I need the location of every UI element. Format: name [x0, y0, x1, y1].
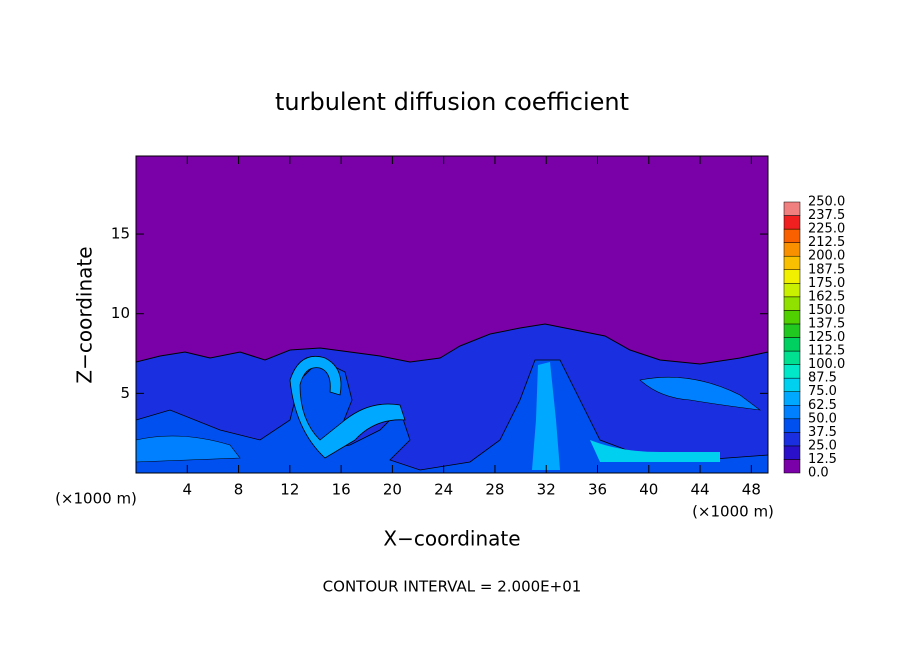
colorbar-swatch — [783, 432, 801, 447]
colorbar-label: 225.0 — [808, 222, 845, 237]
field-region — [135, 435, 241, 463]
field-region — [639, 376, 762, 411]
x-tick-label: 48 — [742, 481, 761, 499]
colorbar-label: 50.0 — [808, 411, 837, 426]
x-tick-label: 16 — [332, 481, 351, 499]
colorbar-swatch — [783, 215, 801, 230]
colorbar-swatch — [783, 350, 801, 365]
colorbar-swatch — [783, 377, 801, 392]
x-unit-label: (×1000 m) — [692, 503, 774, 521]
colorbar-label: 212.5 — [808, 235, 845, 250]
x-tick-label: 12 — [280, 481, 299, 499]
x-tick-label: 24 — [434, 481, 453, 499]
colorbar-label: 37.5 — [808, 425, 837, 440]
x-tick-label: 20 — [383, 481, 402, 499]
field-region — [590, 440, 720, 462]
y-tick-label: 10 — [111, 304, 130, 322]
colorbar-label: 12.5 — [808, 452, 837, 467]
colorbar-label: 237.5 — [808, 208, 845, 223]
x-tick-label: 32 — [537, 481, 556, 499]
colorbar-label: 137.5 — [808, 316, 845, 331]
colorbar-swatch — [783, 228, 801, 243]
colorbar-label: 112.5 — [808, 344, 845, 359]
x-tick-label: 4 — [183, 481, 193, 499]
y-axis-label: Z−coordinate — [73, 246, 97, 383]
footer-note: CONTOUR INTERVAL = 2.000E+01 — [323, 578, 582, 596]
colorbar-swatch — [783, 269, 801, 284]
colorbar-swatch — [783, 296, 801, 311]
colorbar-swatch — [783, 337, 801, 352]
contour-field — [135, 156, 769, 474]
colorbar-swatch — [783, 445, 801, 460]
colorbar-label: 162.5 — [808, 289, 845, 304]
colorbar-swatch — [783, 201, 801, 216]
colorbar-swatch — [783, 418, 801, 433]
chart-title: turbulent diffusion coefficient — [275, 88, 629, 116]
x-tick-label: 44 — [691, 481, 710, 499]
colorbar-swatch — [783, 391, 801, 406]
colorbar-swatch — [783, 459, 801, 474]
x-unit-label: (×1000 m) — [55, 490, 137, 508]
colorbar-label: 125.0 — [808, 330, 845, 345]
colorbar-label: 200.0 — [808, 249, 845, 264]
colorbar-swatch — [783, 310, 801, 325]
x-tick-label: 8 — [234, 481, 244, 499]
colorbar-label: 175.0 — [808, 276, 845, 291]
colorbar-label: 250.0 — [808, 195, 845, 210]
colorbar-swatch — [783, 242, 801, 257]
field-region — [289, 355, 406, 459]
x-axis-label: X−coordinate — [383, 527, 520, 551]
colorbar-swatch — [783, 323, 801, 338]
y-tick-label: 15 — [111, 225, 130, 243]
field-region — [532, 362, 560, 470]
colorbar-swatch — [783, 283, 801, 298]
x-tick-label: 40 — [639, 481, 658, 499]
colorbar-swatch — [783, 405, 801, 420]
y-tick-label: 5 — [120, 384, 130, 402]
x-tick-label: 28 — [485, 481, 504, 499]
colorbar-label: 0.0 — [808, 466, 829, 481]
colorbar-label: 87.5 — [808, 371, 837, 386]
colorbar-label: 150.0 — [808, 303, 845, 318]
colorbar-swatch — [783, 255, 801, 271]
plot-frame — [135, 155, 769, 474]
colorbar-label: 25.0 — [808, 438, 837, 453]
colorbar-label: 62.5 — [808, 398, 837, 413]
field-region — [135, 359, 769, 474]
colorbar-swatch — [783, 364, 801, 379]
x-tick-label: 36 — [588, 481, 607, 499]
colorbar-label: 75.0 — [808, 384, 837, 399]
colorbar-label: 187.5 — [808, 262, 845, 277]
colorbar-label: 100.0 — [808, 357, 845, 372]
